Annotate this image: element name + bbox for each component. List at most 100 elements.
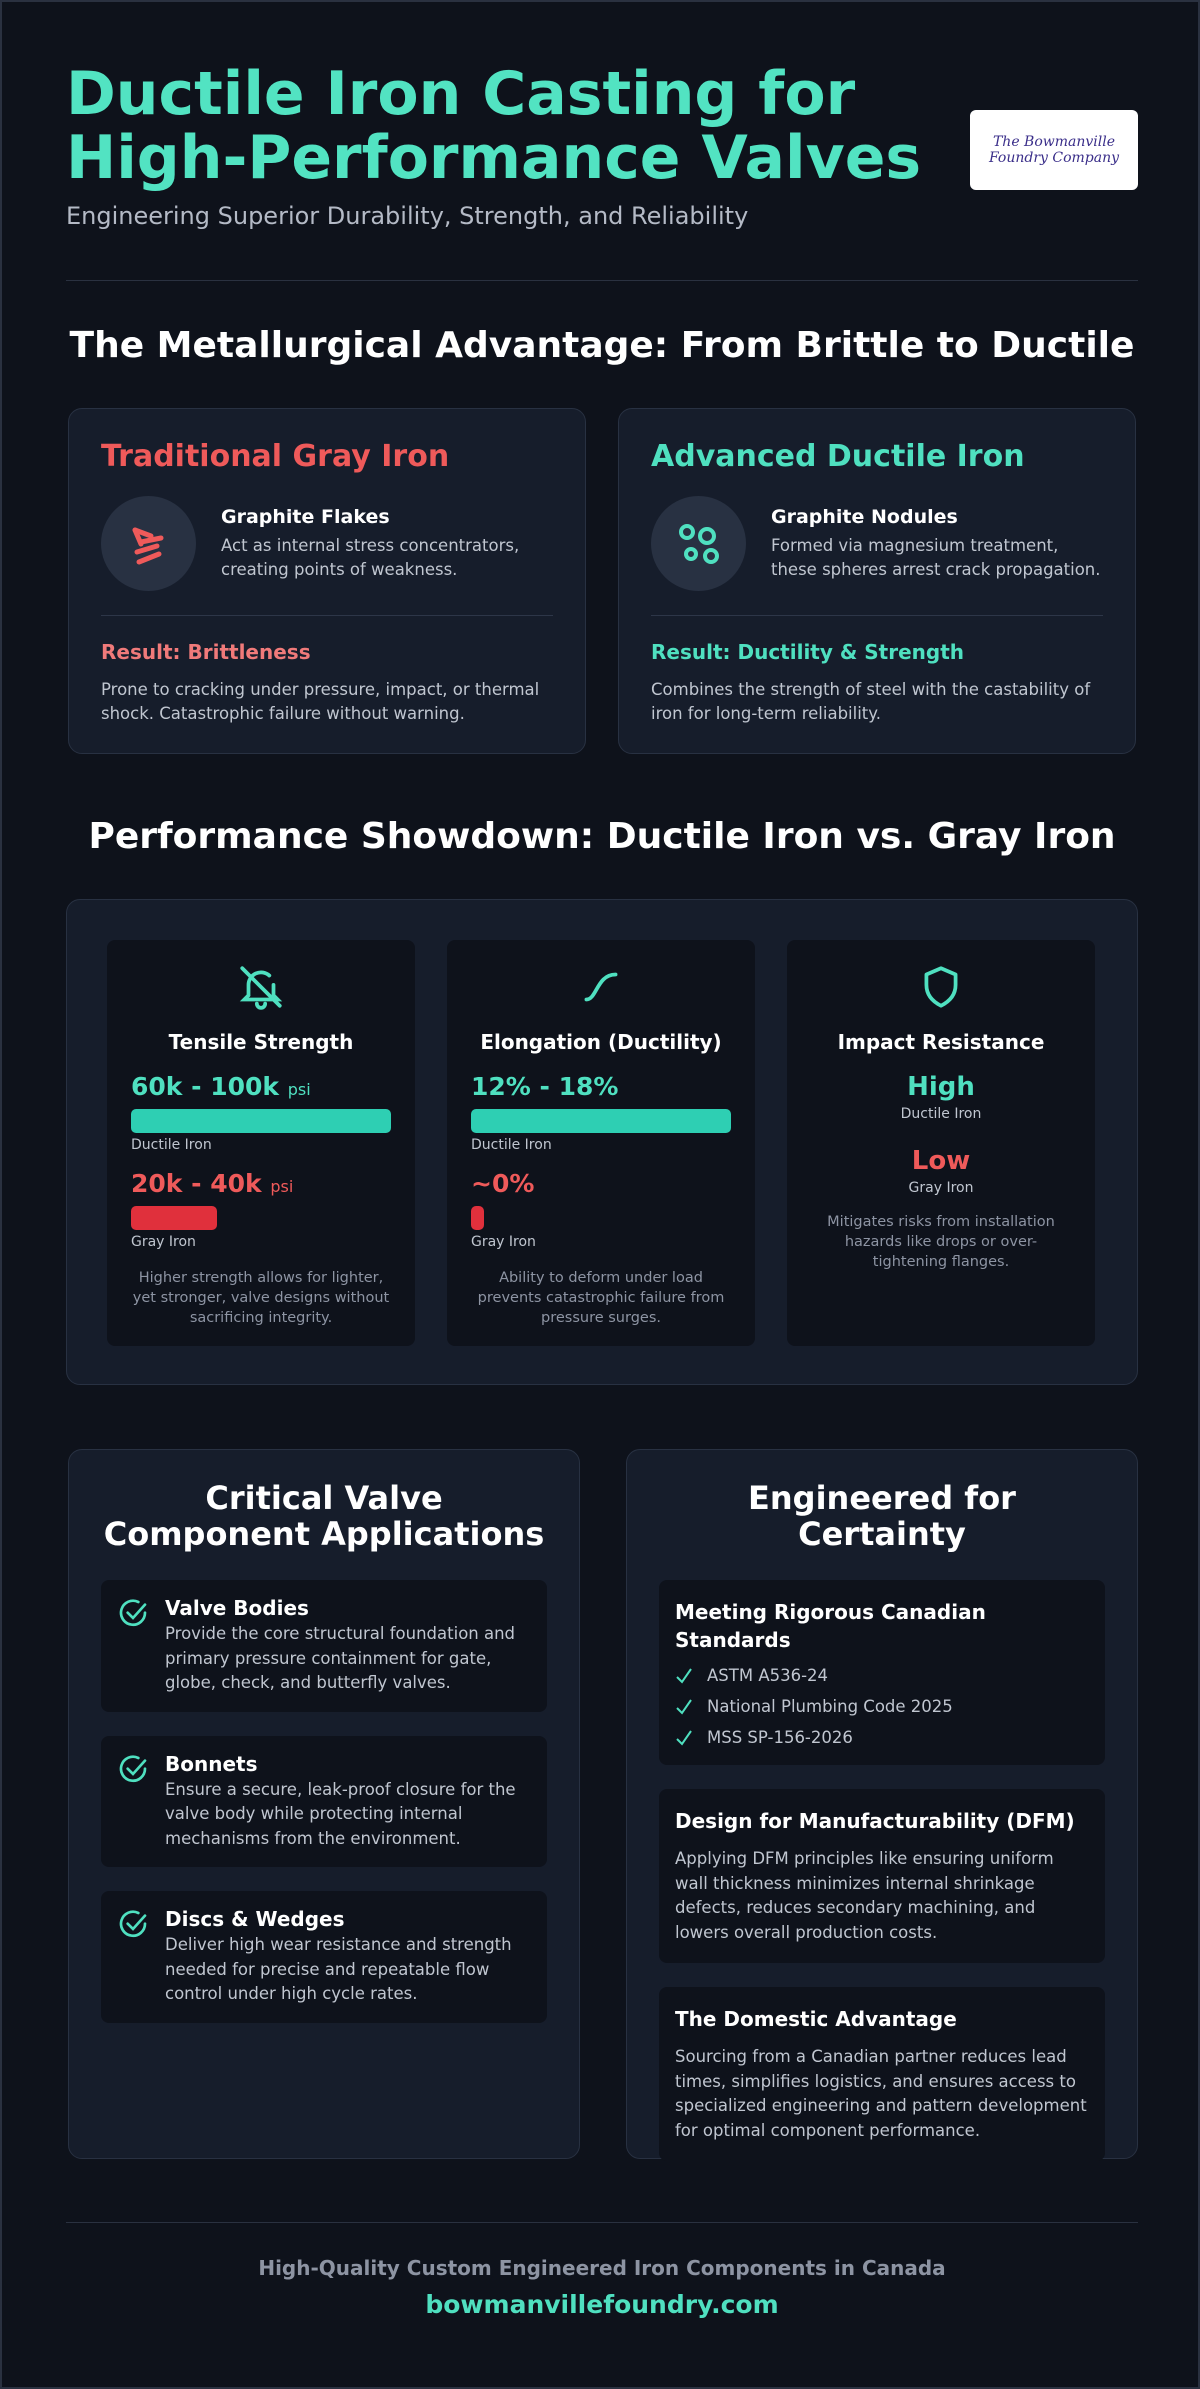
application: Bonnets Ensure a secure, leak-proof closu… — [101, 1735, 547, 1867]
feature-title: Graphite Flakes — [221, 506, 390, 528]
bar-label: Ductile Iron — [471, 1137, 552, 1153]
standard: ASTM A536-24 — [675, 1666, 1089, 1685]
standard-text: MSS SP-156-2026 — [707, 1728, 853, 1747]
block-title: Design for Manufacturability (DFM) — [675, 1809, 1075, 1833]
check — [676, 1698, 692, 1715]
bar-label: Ductile Iron — [131, 1137, 212, 1153]
block: Design for Manufacturability (DFM) Applyi… — [659, 1789, 1105, 1963]
item-text: Provide the core structural foundation a… — [165, 1624, 516, 1692]
nodules-icon — [678, 523, 719, 564]
feature-text: Formed via magnesium treatment, these sp… — [771, 536, 1101, 579]
check — [676, 1667, 692, 1684]
footer-url: bowmanvillefoundry.com — [425, 2290, 779, 2319]
metric-title: Tensile Strength — [168, 1030, 354, 1054]
result: Result: Ductility & Strength — [651, 640, 965, 664]
note: Ability to deform under load prevents ca… — [477, 1270, 725, 1326]
ductile-value: 12% - 18% — [471, 1072, 619, 1101]
block-text: Sourcing from a Canadian partner reduces… — [675, 2047, 1087, 2140]
bar-label: Gray Iron — [471, 1234, 536, 1250]
footer-tagline: High-Quality Custom Engineered Iron Comp… — [258, 2256, 946, 2280]
result-text: Combines the strength of steel with the … — [651, 680, 1091, 723]
feature: Graphite Flakes Act as internal stress co… — [101, 496, 553, 591]
unit: psi — [270, 1177, 294, 1196]
item-title: Discs & Wedges — [165, 1907, 345, 1931]
ductile-value: 60k - 100k psi — [131, 1072, 391, 1101]
block: The Domestic Advantage Sourcing from a Ca… — [659, 1987, 1105, 2161]
header: Ductile Iron Casting for High-Performanc… — [66, 62, 1138, 230]
icon — [924, 966, 958, 1008]
item-text: Ensure a secure, leak-proof closure for … — [165, 1779, 516, 1848]
gray-bar — [471, 1206, 484, 1230]
applications-card: Critical Valve Component Applications Va… — [68, 1449, 580, 2159]
subtitle: Engineering Superior Durability, Strengt… — [66, 202, 749, 230]
card-title: Traditional Gray Iron — [101, 439, 450, 474]
card-title: Engineered for Certainty — [748, 1479, 1016, 1553]
icon — [239, 966, 283, 1010]
ductile-bar — [471, 1109, 731, 1133]
metric-card: Tensile Strength 60k - 100k psi Ductile … — [107, 940, 415, 1346]
note: Higher strength allows for lighter, yet … — [132, 1270, 390, 1326]
gray-value: Low — [911, 1146, 971, 1176]
performance-panel: Tensile Strength 60k - 100k psi Ductile … — [66, 899, 1138, 1385]
item-title: Valve Bodies — [165, 1596, 309, 1620]
divider — [66, 2222, 1138, 2223]
title: Ductile Iron Casting for High-Performanc… — [66, 59, 922, 193]
label: Gray Iron — [908, 1180, 974, 1196]
value: 60k - 100k — [131, 1072, 280, 1101]
feature: Graphite Nodules Formed via magnesium tre… — [651, 496, 1103, 591]
section-title: The Metallurgical Advantage: From Brittl… — [69, 325, 1135, 366]
separator — [101, 615, 553, 616]
feature-text: Act as internal stress concentrators, cr… — [221, 536, 520, 579]
standard: MSS SP-156-2026 — [675, 1728, 1089, 1747]
feature-title: Graphite Nodules — [771, 506, 958, 528]
certainty-card: Engineered for Certainty Meeting Rigorou… — [626, 1449, 1138, 2161]
check-icon — [119, 1910, 147, 1938]
ductile-iron-card: Advanced Ductile Iron Graphite Nodules Fo… — [618, 408, 1136, 754]
check-icon — [119, 1599, 147, 1627]
icon — [651, 496, 746, 591]
section-title: Performance Showdown: Ductile Iron vs. G… — [88, 816, 1116, 857]
gray-value: ~0% — [471, 1169, 535, 1198]
standard-text: ASTM A536-24 — [707, 1666, 829, 1685]
check — [676, 1729, 692, 1746]
metric-title: Elongation (Ductility) — [480, 1030, 722, 1054]
check-icon — [119, 1754, 147, 1782]
metric-card: Impact Resistance High Ductile Iron Low … — [787, 940, 1095, 1346]
bar-label: Gray Iron — [131, 1234, 196, 1250]
gray-value: 20k - 40k psi — [131, 1169, 391, 1198]
gray-iron-card: Traditional Gray Iron Graphite Flakes Act… — [68, 408, 586, 754]
value: 20k - 40k — [131, 1169, 262, 1198]
card-title: Critical Valve Component Applications — [103, 1479, 545, 1553]
card-title: Advanced Ductile Iron — [651, 439, 1025, 474]
ductile-bar — [131, 1109, 391, 1133]
element: Graphite Flakes Act as internal stress co… — [221, 496, 553, 591]
note: Mitigates risks from installation hazard… — [827, 1214, 1055, 1270]
block-text: Applying DFM principles like ensuring un… — [675, 1849, 1054, 1942]
metric-title: Impact Resistance — [837, 1030, 1045, 1054]
application: Discs & Wedges Deliver high wear resistan… — [101, 1891, 547, 2023]
gray-bar — [131, 1206, 217, 1230]
result-text: Prone to cracking under pressure, impact… — [101, 680, 540, 723]
icon — [101, 496, 196, 591]
icon — [584, 972, 618, 1002]
ductile-value: High — [907, 1072, 975, 1102]
block-title: The Domestic Advantage — [675, 2007, 957, 2031]
logo: The Bowmanville Foundry Company — [970, 110, 1138, 190]
element: Graphite Nodules Formed via magnesium tre… — [771, 496, 1103, 591]
standard-text: National Plumbing Code 2025 — [707, 1697, 953, 1716]
flakes-icon — [132, 527, 163, 564]
item-text: Deliver high wear resistance and strengt… — [165, 1935, 512, 2003]
label: Ductile Iron — [900, 1106, 982, 1122]
standards: Meeting Rigorous Canadian Standards ASTM… — [659, 1580, 1105, 1765]
application: Valve Bodies Provide the core structural … — [101, 1580, 547, 1712]
block-title: Meeting Rigorous Canadian Standards — [675, 1600, 986, 1652]
metric-card: Elongation (Ductility) 12% - 18% Ductile… — [447, 940, 755, 1346]
divider — [66, 280, 1138, 281]
standard: National Plumbing Code 2025 — [675, 1697, 1089, 1716]
separator — [651, 615, 1103, 616]
item-title: Bonnets — [165, 1751, 258, 1776]
result: Result: Brittleness — [101, 640, 311, 664]
unit: psi — [287, 1080, 311, 1099]
